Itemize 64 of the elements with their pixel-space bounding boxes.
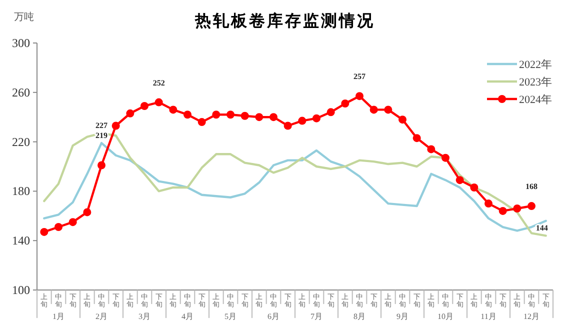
data-label: 227 (96, 121, 108, 130)
y-tick-label: 260 (12, 85, 30, 100)
point (126, 109, 134, 118)
point (456, 176, 464, 184)
point (270, 113, 278, 122)
text: 9月 (396, 312, 408, 321)
point (154, 98, 163, 106)
text: 6月 (268, 312, 280, 321)
legend-label: 2024年 (519, 94, 552, 106)
point (341, 100, 350, 108)
text: 11月 (480, 312, 496, 321)
chart-title: 热轧板卷库存监测情况 (194, 12, 375, 30)
text: 5月 (224, 312, 236, 321)
y-tick-label: 180 (12, 184, 30, 198)
y-tick-label: 140 (12, 234, 30, 248)
point (384, 106, 392, 114)
point (212, 110, 220, 119)
point (412, 134, 421, 142)
point (528, 202, 536, 210)
point (298, 116, 306, 125)
text: 2月 (96, 312, 108, 321)
text: 4月 (182, 312, 194, 321)
point (513, 204, 522, 212)
legend-label: 2022年 (519, 59, 552, 71)
text: 1月 (52, 312, 64, 321)
point (184, 110, 192, 119)
data-label: 252 (152, 78, 165, 88)
data-label: 257 (354, 72, 366, 82)
point (370, 106, 378, 114)
point (240, 112, 249, 120)
point (54, 223, 62, 232)
y-tick-label: 100 (12, 283, 30, 297)
data-label: 168 (526, 182, 538, 192)
point (226, 110, 234, 119)
text: 8月 (354, 312, 366, 321)
text: 3月 (138, 312, 150, 321)
point (498, 206, 507, 215)
point (312, 114, 320, 122)
point (398, 116, 406, 124)
point (198, 118, 206, 126)
legend-label: 2023年 (519, 76, 552, 88)
text: 12月 (524, 312, 540, 321)
point (470, 183, 478, 192)
point (140, 102, 148, 110)
point (284, 122, 292, 130)
point (112, 122, 120, 130)
point (356, 92, 364, 100)
point (98, 161, 106, 170)
y-tick-label: 220 (12, 134, 30, 149)
point (40, 228, 48, 236)
point (68, 218, 77, 226)
point (326, 108, 335, 116)
text: 7月 (310, 312, 322, 321)
data-label: 144 (536, 224, 548, 233)
point (427, 145, 436, 154)
point (169, 106, 178, 114)
point (83, 208, 92, 216)
y-axis-title: 万吨 (14, 11, 34, 23)
data-label: 219 (96, 131, 108, 140)
point (255, 113, 264, 122)
point (442, 154, 450, 162)
text: 10月 (438, 312, 454, 321)
point (484, 200, 492, 208)
y-tick-label: 300 (12, 36, 30, 50)
